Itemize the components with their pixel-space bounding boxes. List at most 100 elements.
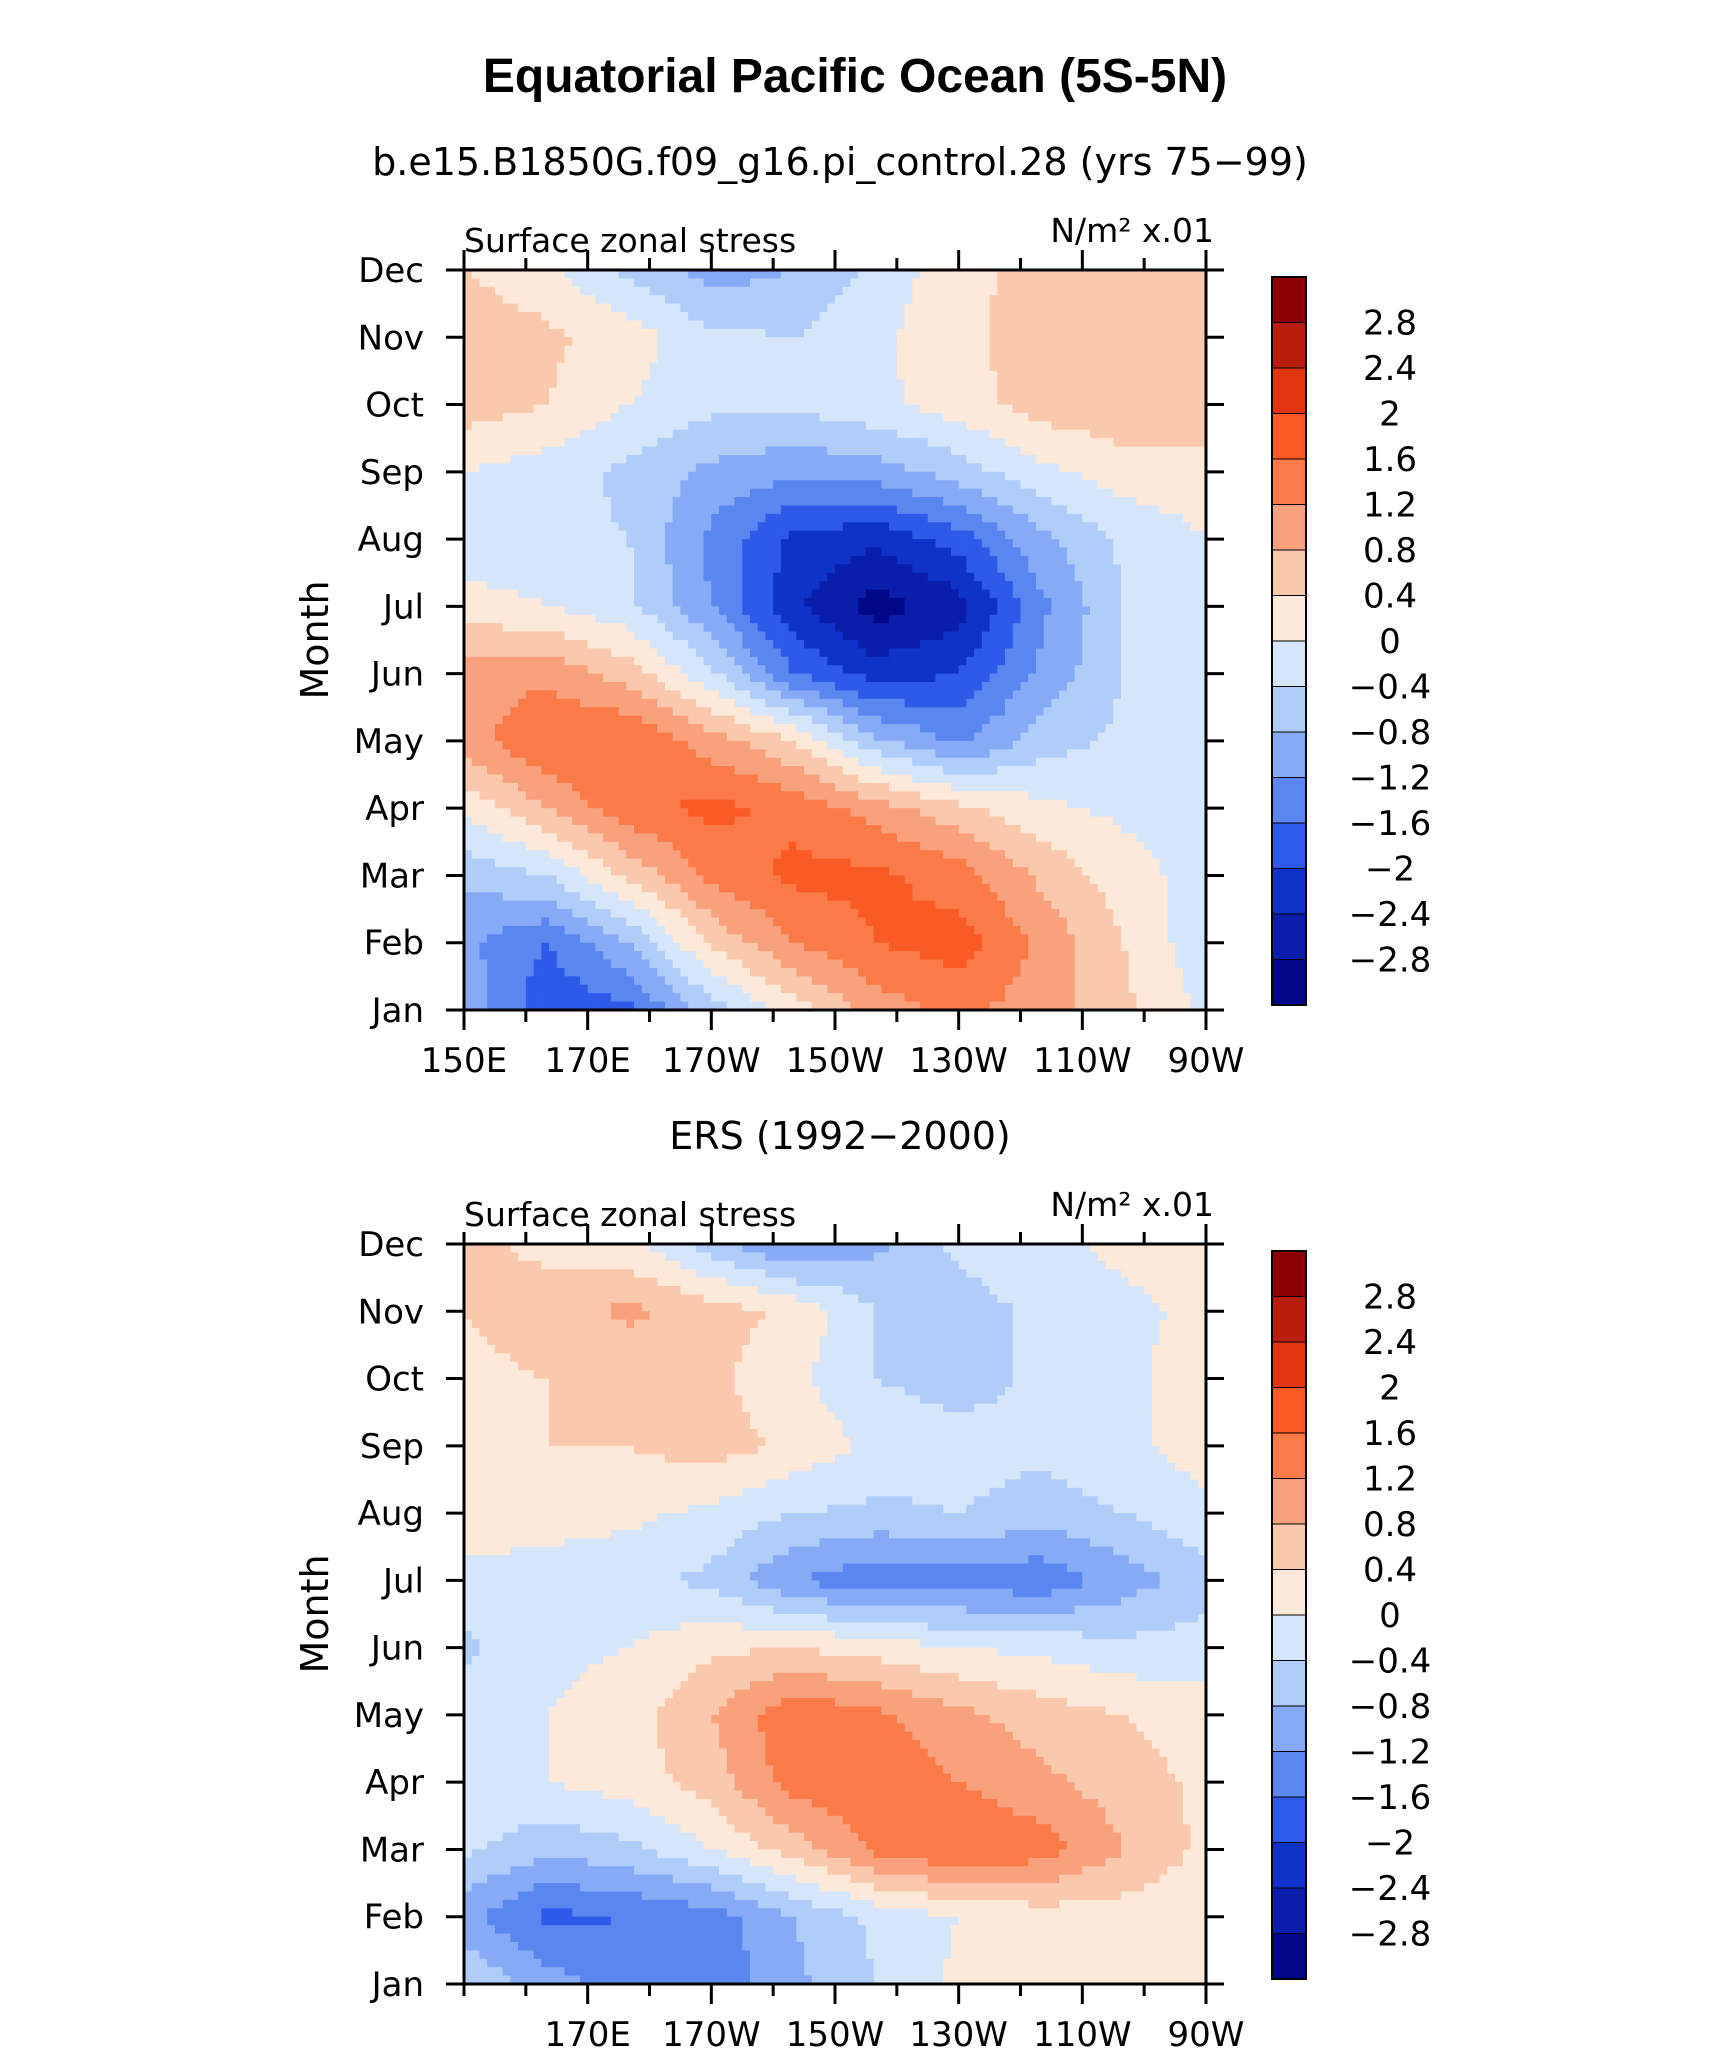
colorbar-swatch	[1271, 504, 1307, 551]
contour-field	[464, 270, 1206, 1010]
y-tick-label: May	[354, 1696, 424, 1736]
colorbar-label: 2	[1379, 395, 1401, 435]
colorbar-label: 0	[1379, 622, 1401, 662]
x-tick-label: 150W	[786, 1041, 885, 1081]
colorbar-swatch	[1271, 1569, 1307, 1616]
colorbar-swatch	[1271, 595, 1307, 642]
y-tick-label: Jun	[369, 655, 424, 695]
y-tick-label: Apr	[365, 1763, 424, 1803]
x-tick-label: 170W	[662, 1041, 761, 1081]
colorbar-label: 1.6	[1363, 440, 1417, 480]
colorbar-frame	[1271, 1250, 1307, 1980]
colorbar-swatch	[1271, 868, 1307, 915]
colorbar: 2.8 2.4 2 1.6 1.2 0.8 0.4 0 −0.4 −0.8 −1.2 −1.6 −2 −2…	[1271, 276, 1432, 1006]
colorbar-label: 2.4	[1363, 349, 1417, 389]
panel-ers: ERS (1992−2000) Surface zonal stress N/m² …	[293, 1114, 1431, 2055]
y-tick-label: Jan	[370, 991, 424, 1031]
figure-title: Equatorial Pacific Ocean (5S-5N)	[483, 50, 1227, 103]
colorbar-label: −0.4	[1349, 1642, 1432, 1682]
y-tick-label: Dec	[358, 251, 424, 291]
variable-label: Surface zonal stress	[464, 221, 796, 260]
x-tick-label: 170E	[544, 2015, 630, 2055]
units-label: N/m² x.01	[1050, 1185, 1214, 1224]
x-tick-label: 110W	[1033, 1041, 1132, 1081]
colorbar-label: −2.4	[1349, 1869, 1432, 1909]
colorbar-swatch	[1271, 322, 1307, 369]
colorbar-swatch	[1271, 276, 1307, 324]
y-tick-label: Sep	[360, 1427, 424, 1467]
y-axis-title: Month	[293, 580, 337, 699]
colorbar-label: 0.4	[1363, 577, 1417, 617]
colorbar-swatch	[1271, 367, 1307, 415]
colorbar-label: 1.2	[1363, 486, 1417, 526]
y-tick-label: Mar	[360, 856, 424, 896]
colorbar-label: 0.8	[1363, 1505, 1417, 1545]
colorbar-swatch	[1271, 640, 1307, 688]
colorbar-swatch	[1271, 1478, 1307, 1525]
panel-model: b.e15.B1850G.f09_g16.pi_control.28 (yrs …	[293, 140, 1431, 1081]
y-tick-label: Feb	[364, 924, 424, 964]
colorbar-label: −2.8	[1349, 1915, 1432, 1955]
colorbar-swatch	[1271, 1660, 1307, 1707]
colorbar-label: 0.8	[1363, 531, 1417, 571]
y-tick-label: Nov	[358, 1292, 424, 1332]
y-tick-label: Oct	[365, 1360, 424, 1400]
colorbar-frame	[1271, 276, 1307, 1006]
colorbar-label: 1.6	[1363, 1414, 1417, 1454]
colorbar-label: −1.6	[1349, 804, 1432, 844]
colorbar-swatch	[1271, 777, 1307, 824]
colorbar-label: 2	[1379, 1369, 1401, 1409]
colorbar-label: 0	[1379, 1596, 1401, 1636]
x-tick-label: 90W	[1168, 2015, 1245, 2055]
y-tick-label: Jul	[381, 1561, 424, 1601]
y-tick-label: Dec	[358, 1225, 424, 1265]
colorbar-swatch	[1271, 913, 1307, 961]
colorbar-swatch	[1271, 1432, 1307, 1480]
colorbar-swatch	[1271, 959, 1307, 1006]
panel-title: ERS (1992−2000)	[669, 1114, 1011, 1158]
contour-field	[464, 1244, 1206, 1984]
x-tick-label: 170W	[662, 2015, 761, 2055]
colorbar-label: −1.2	[1349, 1733, 1432, 1773]
colorbar-swatch	[1271, 413, 1307, 460]
y-tick-label: Jun	[369, 1629, 424, 1669]
colorbar-label: 1.2	[1363, 1460, 1417, 1500]
colorbar-swatch	[1271, 1705, 1307, 1753]
colorbar-label: 0.4	[1363, 1551, 1417, 1591]
colorbar-swatch	[1271, 549, 1307, 597]
y-tick-label: Apr	[365, 789, 424, 829]
x-tick-label: 90W	[1168, 1041, 1245, 1081]
y-tick-label: Sep	[360, 453, 424, 493]
y-tick-label: Aug	[358, 520, 424, 560]
colorbar-swatch	[1271, 822, 1307, 870]
colorbar-label: −1.2	[1349, 759, 1432, 799]
colorbar-swatch	[1271, 1614, 1307, 1662]
colorbar-swatch	[1271, 1387, 1307, 1434]
y-tick-label: Jan	[370, 1965, 424, 2005]
x-tick-label: 150W	[786, 2015, 885, 2055]
colorbar-label: −1.6	[1349, 1778, 1432, 1818]
colorbar-label: −2.4	[1349, 895, 1432, 935]
x-tick-label: 150E	[421, 1041, 507, 1081]
y-tick-label: Mar	[360, 1830, 424, 1870]
colorbar-swatch	[1271, 1250, 1307, 1298]
y-axis-title: Month	[293, 1554, 337, 1673]
colorbar-swatch	[1271, 1341, 1307, 1389]
panel-title: b.e15.B1850G.f09_g16.pi_control.28 (yrs …	[372, 140, 1308, 184]
colorbar-label: −0.4	[1349, 668, 1432, 708]
x-tick-label: 110W	[1033, 2015, 1132, 2055]
colorbar-label: 2.4	[1363, 1323, 1417, 1363]
colorbar-label: −2	[1365, 850, 1415, 890]
colorbar-swatch	[1271, 1523, 1307, 1571]
colorbar-swatch	[1271, 686, 1307, 733]
colorbar-swatch	[1271, 1842, 1307, 1889]
colorbar-label: −0.8	[1349, 1687, 1432, 1727]
y-tick-label: May	[354, 722, 424, 762]
y-tick-label: Nov	[358, 318, 424, 358]
x-tick-label: 170E	[544, 1041, 630, 1081]
x-tick-label: 130W	[909, 2015, 1008, 2055]
colorbar-swatch	[1271, 1887, 1307, 1935]
colorbar-label: −0.8	[1349, 713, 1432, 753]
colorbar-swatch	[1271, 1751, 1307, 1798]
